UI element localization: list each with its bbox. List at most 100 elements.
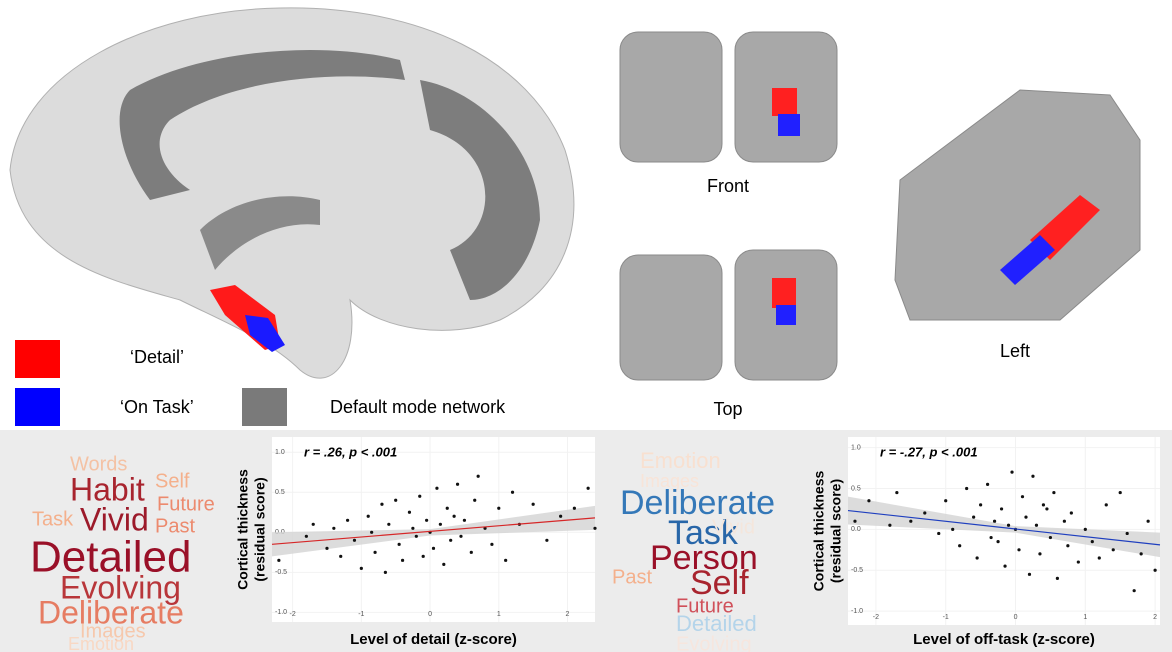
legend-swatch — [15, 340, 60, 378]
point — [367, 515, 370, 518]
point — [477, 475, 480, 478]
point — [979, 503, 982, 506]
point — [332, 527, 335, 530]
point — [394, 499, 397, 502]
point — [1105, 503, 1108, 506]
point — [277, 559, 280, 562]
point — [895, 491, 898, 494]
figure: Front Top Left ‘Detail’‘On Task’Default … — [0, 0, 1172, 652]
point — [370, 531, 373, 534]
point — [1042, 503, 1045, 506]
word: Vivid — [712, 516, 755, 538]
point — [1052, 491, 1055, 494]
x-tick-label: 0 — [1014, 614, 1018, 621]
point — [867, 499, 870, 502]
point — [1010, 471, 1013, 474]
point — [1063, 520, 1066, 523]
point — [422, 555, 425, 558]
point — [1000, 507, 1003, 510]
point — [459, 535, 462, 538]
x-tick-label: -2 — [289, 611, 295, 618]
point — [398, 543, 401, 546]
point — [504, 559, 507, 562]
y-tick-label: -1.0 — [275, 609, 287, 616]
y-tick-label: -0.5 — [275, 569, 287, 576]
word: Emotion — [68, 634, 134, 652]
point — [1066, 544, 1069, 547]
point — [1017, 548, 1020, 551]
point — [593, 527, 596, 530]
y-tick-label: 1.0 — [851, 444, 861, 451]
point — [1003, 565, 1006, 568]
point — [446, 507, 449, 510]
point — [1049, 536, 1052, 539]
view-label: Front — [707, 176, 749, 196]
point — [1098, 556, 1101, 559]
point — [415, 535, 418, 538]
point — [346, 519, 349, 522]
word: Evolving — [676, 633, 752, 652]
point — [1077, 560, 1080, 563]
x-axis-label: Level of detail (z-score) — [350, 631, 517, 648]
point — [449, 539, 452, 542]
point — [373, 551, 376, 554]
point — [312, 523, 315, 526]
y-axis-label: (residual score) — [252, 477, 268, 581]
point — [587, 487, 590, 490]
point — [453, 515, 456, 518]
x-tick-label: -2 — [873, 614, 879, 621]
point — [1031, 475, 1034, 478]
point — [463, 519, 466, 522]
point — [511, 491, 514, 494]
point — [958, 544, 961, 547]
x-tick-label: 0 — [428, 611, 432, 618]
view-label: Top — [713, 399, 742, 419]
point — [1126, 532, 1129, 535]
point — [1112, 548, 1115, 551]
point — [1133, 589, 1136, 592]
x-tick-label: 1 — [497, 611, 501, 618]
point — [965, 487, 968, 490]
point — [387, 523, 390, 526]
point — [456, 483, 459, 486]
x-tick-label: -1 — [943, 614, 949, 621]
y-tick-label: -1.0 — [851, 608, 863, 615]
point — [1154, 569, 1157, 572]
word: Future — [157, 493, 215, 515]
point — [418, 495, 421, 498]
point — [1028, 573, 1031, 576]
point — [996, 540, 999, 543]
point — [1024, 516, 1027, 519]
x-tick-label: 1 — [1083, 614, 1087, 621]
y-tick-label: 0.5 — [275, 489, 285, 496]
y-tick-label: 1.0 — [275, 449, 285, 456]
point — [353, 539, 356, 542]
point — [442, 563, 445, 566]
point — [986, 483, 989, 486]
point — [976, 556, 979, 559]
point — [545, 539, 548, 542]
x-tick-label: 2 — [1153, 614, 1157, 621]
point — [1045, 507, 1048, 510]
point — [1056, 577, 1059, 580]
point — [1140, 552, 1143, 555]
point — [951, 528, 954, 531]
legend-label: ‘On Task’ — [120, 397, 194, 417]
point — [408, 511, 411, 514]
word: Past — [612, 566, 652, 588]
point — [1038, 552, 1041, 555]
point — [380, 503, 383, 506]
x-axis-label: Level of off-task (z-score) — [913, 631, 1095, 648]
point — [1070, 511, 1073, 514]
point — [937, 532, 940, 535]
point — [923, 511, 926, 514]
y-axis-label: Cortical thickness — [235, 469, 251, 590]
annotation: r = -.27, p < .001 — [880, 444, 978, 459]
point — [401, 559, 404, 562]
point — [909, 520, 912, 523]
point — [853, 520, 856, 523]
y-tick-label: 0.5 — [851, 485, 861, 492]
point — [1007, 524, 1010, 527]
point — [532, 503, 535, 506]
legend-swatch — [15, 388, 60, 426]
